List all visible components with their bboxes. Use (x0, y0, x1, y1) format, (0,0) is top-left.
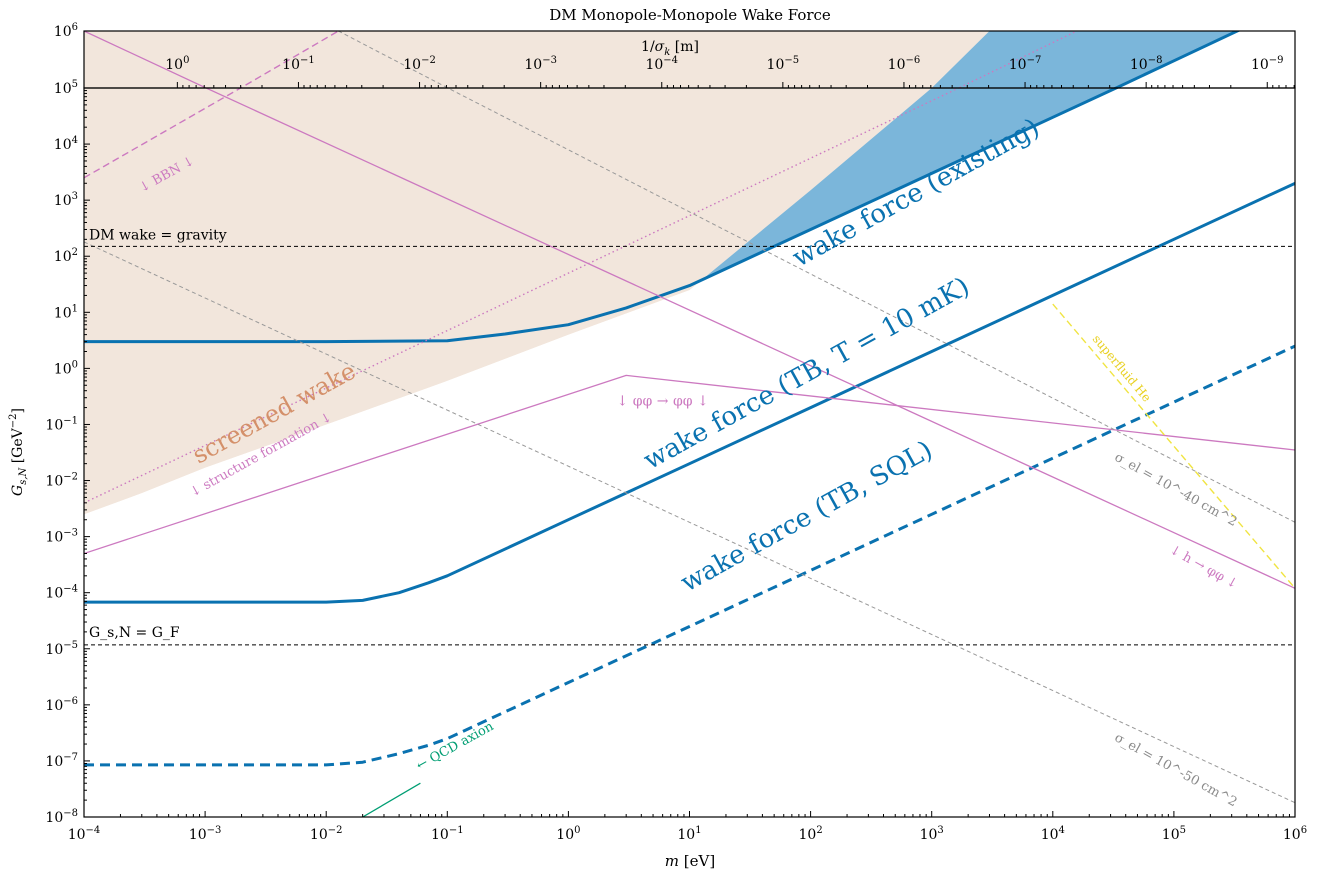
y-tick-label: 10−8 (45, 808, 78, 826)
svg-text:10−6: 10−6 (888, 55, 921, 73)
svg-text:103: 103 (54, 191, 78, 209)
gravity-line-label: DM wake = gravity (89, 227, 227, 243)
svg-text:10−1: 10−1 (282, 55, 315, 73)
svg-text:10−2: 10−2 (45, 472, 78, 490)
tb-sql-label: wake force (TB, SQL) (676, 435, 938, 598)
svg-text:10−8: 10−8 (45, 808, 78, 826)
sigma-50-label: σ_el = 10^-50 cm^2 (1112, 730, 1240, 810)
svg-text:Gs,N [GeV−2]: Gs,N [GeV−2] (8, 408, 29, 496)
series-bbn-line (84, 88, 242, 179)
series--line (84, 374, 1295, 555)
chart-title: DM Monopole-Monopole Wake Force (549, 6, 831, 24)
top-tick-label: 10−9 (1251, 55, 1284, 73)
top-panel-ytick-label: 106 (54, 22, 78, 40)
y-tick-label: 10−3 (45, 528, 78, 546)
sigma-40-label: σ_el = 10^-40 cm^2 (1112, 450, 1240, 530)
superfluid-he-label: superfluid He (1090, 332, 1154, 405)
x-tick-label: 10−1 (431, 825, 464, 843)
top-tick-label: 10−6 (888, 55, 921, 73)
series-qcd-axion-line (362, 782, 421, 817)
svg-text:10−3: 10−3 (524, 55, 557, 73)
top-tick-label: 10−3 (524, 55, 557, 73)
y-tick-label: 100 (54, 359, 78, 377)
svg-text:10−9: 10−9 (1251, 55, 1284, 73)
y-tick-label: 10−2 (45, 472, 78, 490)
svg-text:100: 100 (556, 825, 580, 843)
screened-wake-overlay (84, 31, 990, 88)
svg-text:103: 103 (920, 825, 944, 843)
svg-text:10−7: 10−7 (1009, 55, 1042, 73)
y-tick-label: 102 (54, 247, 78, 265)
svg-text:10−2: 10−2 (310, 825, 343, 843)
svg-text:10−1: 10−1 (431, 825, 464, 843)
top-tick-label: 10−4 (645, 55, 678, 73)
x-tick-label: 10−4 (68, 825, 101, 843)
top-tick-label: 100 (165, 55, 189, 73)
h-phiphi-label: ↓ h → φφ ↓ (1167, 542, 1241, 592)
top-tick-label: 10−7 (1009, 55, 1042, 73)
svg-text:10−4: 10−4 (645, 55, 678, 73)
svg-text:101: 101 (54, 303, 78, 321)
svg-text:10−3: 10−3 (189, 825, 222, 843)
y-tick-label: 10−5 (45, 640, 78, 658)
svg-text:10−5: 10−5 (767, 55, 800, 73)
svg-text:102: 102 (798, 825, 822, 843)
svg-text:10−5: 10−5 (45, 640, 78, 658)
svg-text:10−4: 10−4 (45, 584, 78, 602)
series-wake-force-tb-sql-line (84, 344, 1295, 767)
top-tick-label: 10−1 (282, 55, 315, 73)
svg-text:105: 105 (54, 79, 78, 97)
svg-text:106: 106 (54, 22, 78, 40)
series-bbn-line (239, 31, 339, 88)
y-tick-label: 10−7 (45, 752, 78, 770)
x-axis-label: m [eV] (665, 852, 715, 870)
y-tick-label: 103 (54, 191, 78, 209)
x-tick-label: 10−2 (310, 825, 343, 843)
top-tick-label: 10−8 (1130, 55, 1163, 73)
x-tick-label: 100 (556, 825, 580, 843)
y-axis-label: Gs,N [GeV−2] (8, 408, 29, 496)
svg-text:104: 104 (54, 135, 78, 153)
series-wake-force-existing-line (84, 88, 1120, 344)
y-tick-label: 10−6 (45, 696, 78, 714)
x-tick-label: 104 (1041, 825, 1065, 843)
top-tick-label: 10−5 (767, 55, 800, 73)
gf-line-label: G_s,N = G_F (89, 625, 180, 641)
svg-text:10−1: 10−1 (45, 415, 78, 433)
y-tick-label: 10−4 (45, 584, 78, 602)
svg-text:10−8: 10−8 (1130, 55, 1163, 73)
svg-text:10−6: 10−6 (45, 696, 78, 714)
series-superfluid-he-line (1052, 303, 1295, 589)
y-tick-label: 10−1 (45, 415, 78, 433)
svg-text:104: 104 (1041, 825, 1065, 843)
x-tick-label: 10−3 (189, 825, 222, 843)
top-tick-label: 10−2 (403, 55, 436, 73)
svg-text:106: 106 (1283, 825, 1307, 843)
svg-text:10−2: 10−2 (403, 55, 436, 73)
series-el-10-50-cm-2-line (84, 241, 1295, 804)
x-tick-label: 105 (1162, 825, 1186, 843)
x-tick-label: 106 (1283, 825, 1307, 843)
x-tick-label: 103 (920, 825, 944, 843)
svg-text:10−7: 10−7 (45, 752, 78, 770)
x-tick-label: 102 (798, 825, 822, 843)
svg-text:101: 101 (677, 825, 701, 843)
phiphi-label: ↓ φφ → φφ ↓ (617, 393, 709, 409)
series-wake-force-tb-t-10-mk-line (84, 181, 1295, 604)
y-tick-label: 104 (54, 135, 78, 153)
svg-text:10−4: 10−4 (68, 825, 101, 843)
svg-text:105: 105 (1162, 825, 1186, 843)
series-h-line (204, 88, 1295, 589)
y-tick-label: 105 (54, 79, 78, 97)
top-axis-label: 1/σk [m] (641, 39, 699, 58)
series-structure-formation-line (84, 88, 961, 504)
svg-text:100: 100 (54, 359, 78, 377)
svg-text:100: 100 (165, 55, 189, 73)
svg-text:102: 102 (54, 247, 78, 265)
x-tick-label: 101 (677, 825, 701, 843)
svg-text:10−3: 10−3 (45, 528, 78, 546)
y-tick-label: 101 (54, 303, 78, 321)
